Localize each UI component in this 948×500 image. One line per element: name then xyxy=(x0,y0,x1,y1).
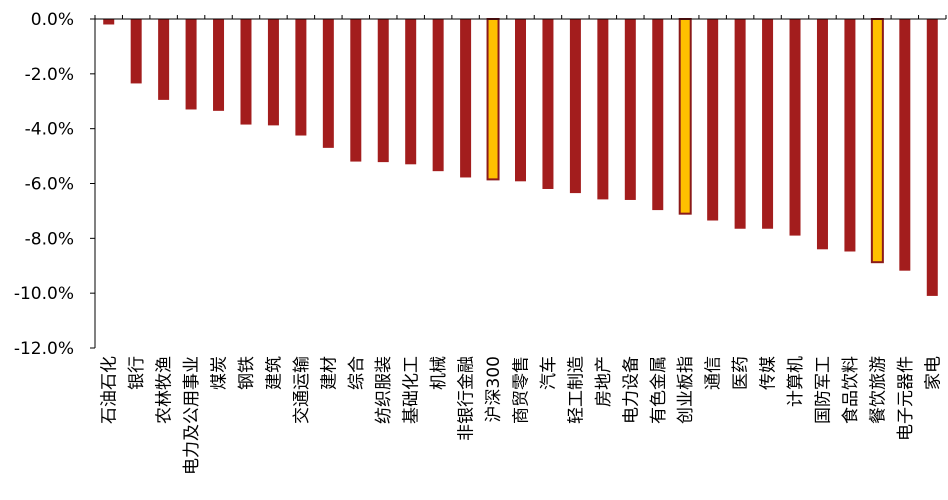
bar xyxy=(405,19,417,165)
x-tick-label: 纺织服装 xyxy=(374,356,394,424)
x-tick-label: 有色金属 xyxy=(649,356,669,424)
y-tick-label: -4.0% xyxy=(25,120,74,140)
x-tick-label: 电力及公用事业 xyxy=(182,356,202,475)
y-tick-label: -12.0% xyxy=(14,339,74,359)
x-tick-label: 计算机 xyxy=(786,356,806,407)
bar xyxy=(377,19,389,163)
bar xyxy=(624,19,636,200)
x-tick-label: 农林牧渔 xyxy=(155,356,175,424)
x-tick-label: 建筑 xyxy=(264,356,284,390)
bar xyxy=(432,19,444,172)
x-tick-label: 医药 xyxy=(731,356,751,390)
bar xyxy=(322,19,334,148)
bar xyxy=(515,19,526,182)
x-tick-label: 建材 xyxy=(319,356,339,390)
x-tick-label: 商贸零售 xyxy=(512,356,532,424)
y-tick-label: -8.0% xyxy=(25,229,74,249)
bar xyxy=(130,19,142,84)
bar xyxy=(185,19,197,110)
bar xyxy=(158,19,170,100)
bar xyxy=(707,19,719,221)
y-axis: 0.0% -2.0% -4.0% -6.0% -8.0% -10.0% -12.0% xyxy=(14,10,95,359)
y-tick-label: -10.0% xyxy=(14,284,74,304)
x-tick-label: 餐饮旅游 xyxy=(868,356,888,424)
bar xyxy=(267,19,279,126)
bar xyxy=(460,19,472,178)
y-tick-label: -2.0% xyxy=(25,65,74,85)
x-tick-label: 通信 xyxy=(704,356,724,390)
bar xyxy=(652,19,664,211)
x-tick-label: 汽车 xyxy=(539,356,559,390)
x-tick-label: 电子元器件 xyxy=(896,356,916,441)
x-tick-label: 钢铁 xyxy=(237,356,257,390)
bar-highlight xyxy=(678,18,692,215)
x-tick-label: 石油石化 xyxy=(100,356,120,424)
bar xyxy=(789,19,801,236)
bar-highlight xyxy=(870,18,884,264)
bar xyxy=(240,19,252,125)
x-tick-label: 非银行金融 xyxy=(457,356,477,441)
x-tick-label: 交通运输 xyxy=(292,356,312,424)
bars xyxy=(94,15,947,296)
bar-highlight xyxy=(486,18,500,181)
x-tick-label: 基础化工 xyxy=(402,356,422,424)
bar xyxy=(926,19,938,296)
bar xyxy=(734,19,746,229)
y-tick-label: -6.0% xyxy=(25,175,74,195)
bar xyxy=(542,19,554,189)
bar xyxy=(844,19,856,252)
x-tick-label: 机械 xyxy=(429,356,449,390)
bar xyxy=(103,19,115,25)
x-tick-label: 传媒 xyxy=(759,356,779,390)
x-axis-labels: 石油石化 银行 农林牧渔 电力及公用事业 煤炭 钢铁 建筑 交通运输 建材 综合 纺织服装 基础化工机… xyxy=(100,356,944,475)
x-tick-label: 煤炭 xyxy=(210,356,230,390)
bar xyxy=(350,19,362,162)
bar xyxy=(569,19,581,194)
x-tick-label: 轻工制造 xyxy=(566,356,586,424)
x-tick-label: 综合 xyxy=(347,356,367,390)
y-tick-label: 0.0% xyxy=(31,10,74,30)
x-tick-label: 银行 xyxy=(127,356,147,390)
x-tick-label: 房地产 xyxy=(594,356,614,407)
x-tick-label: 创业板指 xyxy=(676,356,696,424)
bar xyxy=(816,19,828,250)
bar xyxy=(762,19,774,229)
x-tick-label: 国防军工 xyxy=(813,356,833,424)
x-tick-label: 沪深300 xyxy=(484,356,504,422)
bar xyxy=(899,19,911,271)
bar xyxy=(295,19,307,136)
x-tick-label: 家电 xyxy=(923,356,943,390)
x-tick-label: 电力设备 xyxy=(621,356,641,424)
x-tick-label: 食品饮料 xyxy=(841,356,861,424)
bar xyxy=(597,19,609,200)
bar xyxy=(213,19,225,111)
